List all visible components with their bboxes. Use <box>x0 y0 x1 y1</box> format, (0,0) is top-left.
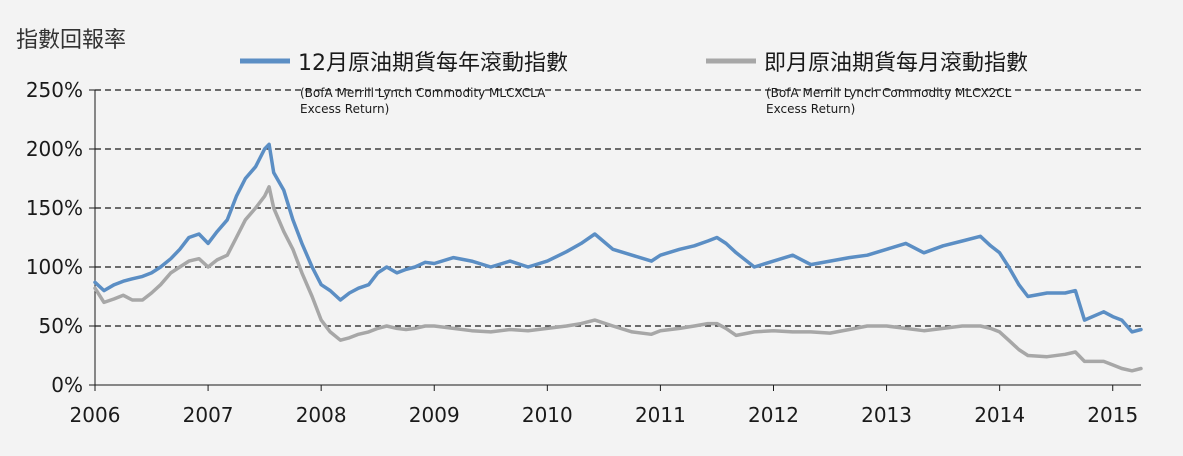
y-tick-label: 200% <box>26 137 83 161</box>
y-tick-label: 250% <box>26 78 83 102</box>
y-axis: 0% 50% 100% 150% 200% 250% <box>26 78 96 397</box>
x-tick-label: 2007 <box>183 403 234 427</box>
y-axis-label: 指數回報率 <box>16 28 126 53</box>
gridlines <box>95 89 1141 327</box>
y-tick-label: 0% <box>51 373 83 397</box>
x-tick-label: 2009 <box>409 403 460 427</box>
x-tick-label: 2015 <box>1087 403 1138 427</box>
legend-label-1: 12月原油期貨每年滾動指數 <box>298 51 568 76</box>
x-tick-label: 2014 <box>974 403 1025 427</box>
series-line-2 <box>93 185 1143 373</box>
x-tick-label: 2010 <box>522 403 573 427</box>
series-group <box>93 142 1143 373</box>
y-tick-label: 50% <box>39 314 83 338</box>
legend-note-1: (BofA Merrill Lynch Commodity MLCXCLA <box>300 86 546 100</box>
x-tick-label: 2012 <box>748 403 799 427</box>
legend-note-2: (BofA Merrill Lynch Commodity MLCX2CL <box>766 86 1012 100</box>
legend: 12月原油期貨每年滾動指數 (BofA Merrill Lynch Commodi… <box>240 51 1028 116</box>
y-tick-label: 150% <box>26 196 83 220</box>
legend-label-2: 即月原油期貨每月滾動指數 <box>764 51 1028 76</box>
legend-note-2: Excess Return) <box>766 102 855 116</box>
x-axis: 2006 2007 2008 2009 2010 2011 2012 2013 2014 2015 <box>70 384 1141 427</box>
x-tick-label: 2008 <box>296 403 347 427</box>
y-tick-label: 100% <box>26 255 83 279</box>
legend-note-1: Excess Return) <box>300 102 389 116</box>
x-tick-label: 2013 <box>861 403 912 427</box>
series-line-1 <box>93 142 1143 334</box>
x-tick-label: 2011 <box>635 403 686 427</box>
x-tick-label: 2006 <box>70 403 121 427</box>
